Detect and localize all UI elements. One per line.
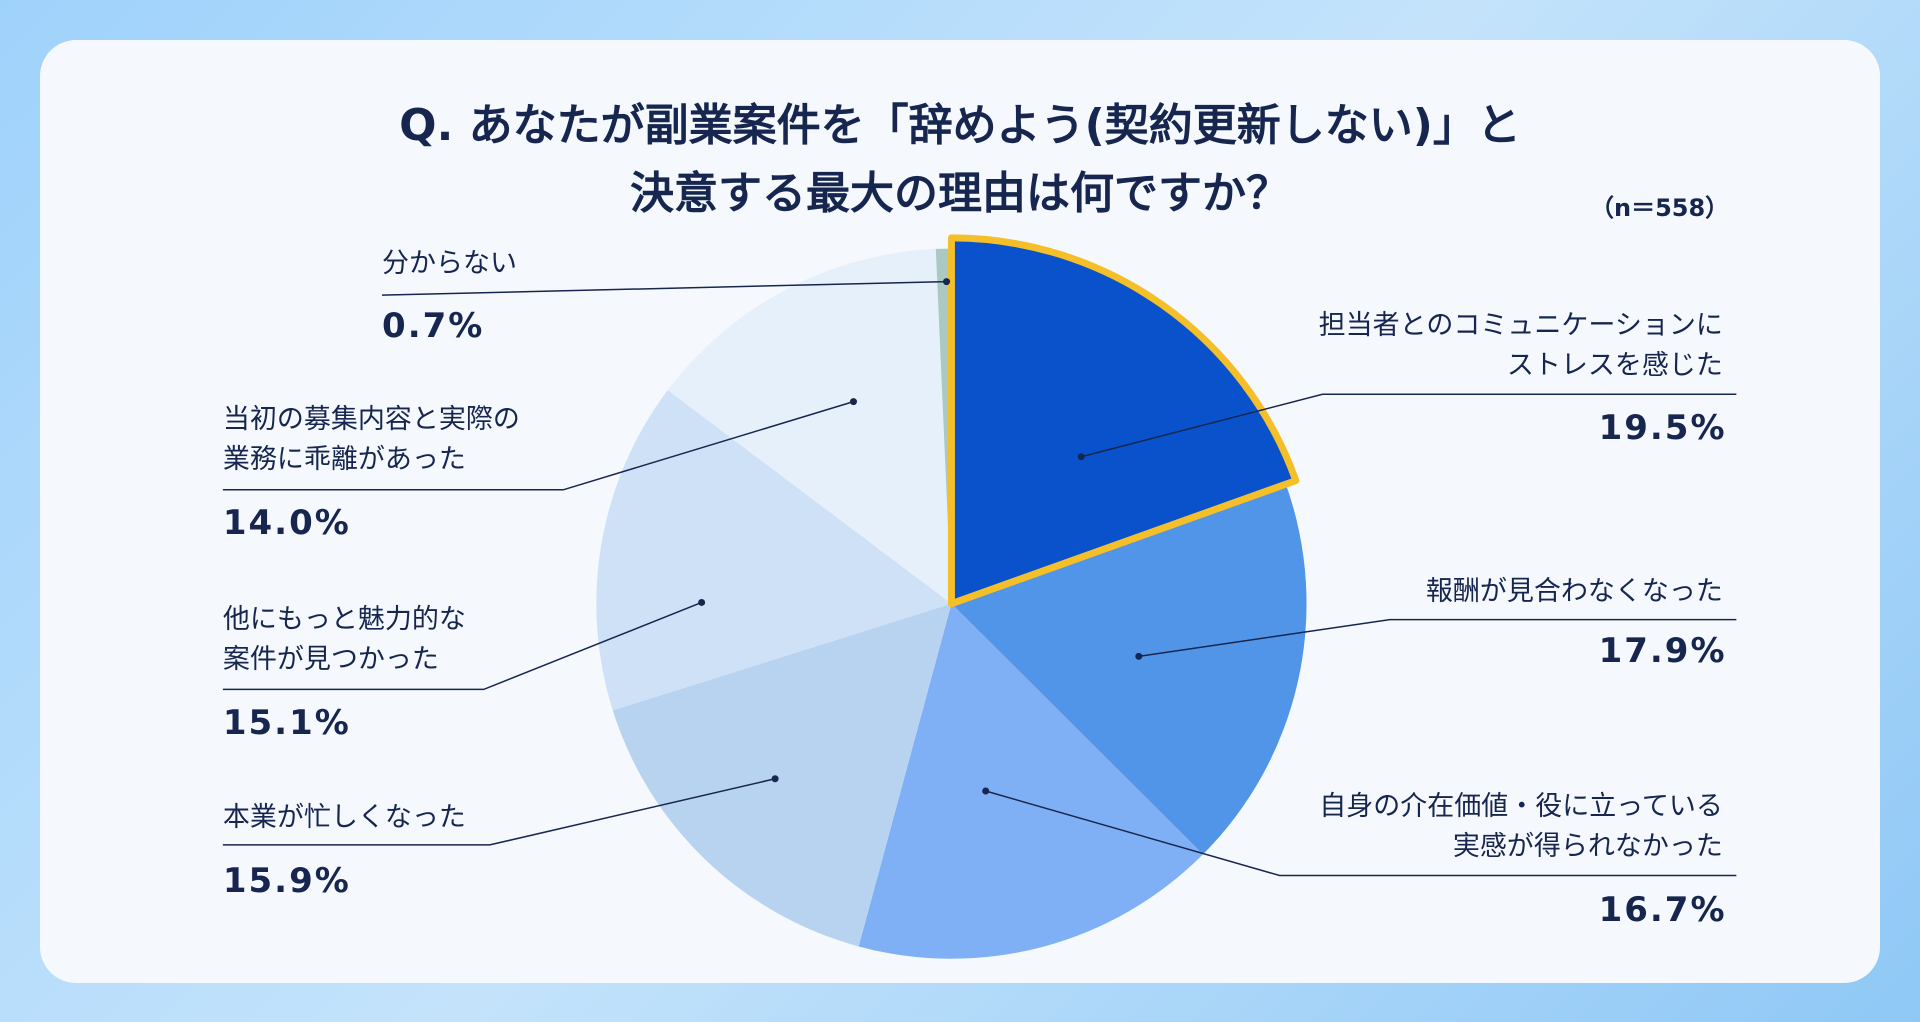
slice-label: 当初の募集内容と実際の 業務に乖離があった	[222, 404, 520, 476]
leader-line	[222, 400, 854, 491]
leader-dot	[982, 787, 990, 795]
leader-line	[1081, 393, 1737, 458]
value-label: 17.9%	[1598, 630, 1727, 671]
pie-slice	[935, 248, 952, 604]
leader-dot	[849, 398, 857, 406]
value-label: 15.1%	[222, 702, 351, 743]
pie-slice	[612, 603, 952, 947]
leader-dot	[698, 598, 706, 606]
value-label: 0.7%	[382, 306, 485, 347]
pie-slice	[947, 234, 1300, 608]
pie-slice	[596, 390, 952, 711]
value-label: 15.9%	[222, 860, 351, 901]
slice-label: 自身の介在価値・役に立っている 実感が得られなかった	[1319, 791, 1723, 863]
leader-line	[222, 778, 776, 846]
leader-dot	[943, 278, 951, 286]
sample-size: （n＝558）	[1590, 194, 1730, 222]
slice-label: 報酬が見合わなくなった	[1425, 575, 1723, 607]
leader-line	[1138, 618, 1737, 658]
pie-slice	[951, 484, 1307, 855]
leader-line	[382, 280, 947, 296]
slice-label: 本業が忙しくなった	[222, 802, 466, 834]
slice-label: 分からない	[382, 247, 518, 279]
leader-line	[985, 790, 1737, 877]
value-label: 14.0%	[222, 503, 351, 544]
pie-slice	[858, 603, 1203, 959]
chart-title: Q. あなたが副業案件を「辞めよう(契約更新しない)」と 決意する最大の理由は何…	[399, 100, 1521, 219]
leader-dot	[771, 775, 779, 783]
pie-slice	[667, 248, 952, 604]
value-label: 16.7%	[1598, 890, 1727, 931]
leader-dot	[1077, 453, 1085, 461]
slice-label: 担当者とのコミュニケーションに ストレスを感じた	[1318, 310, 1723, 382]
leader-line	[222, 601, 702, 691]
slice-label: 他にもっと魅力的な 案件が見つかった	[222, 604, 466, 675]
leader-dot	[1135, 652, 1143, 660]
value-label: 19.5%	[1598, 407, 1727, 448]
